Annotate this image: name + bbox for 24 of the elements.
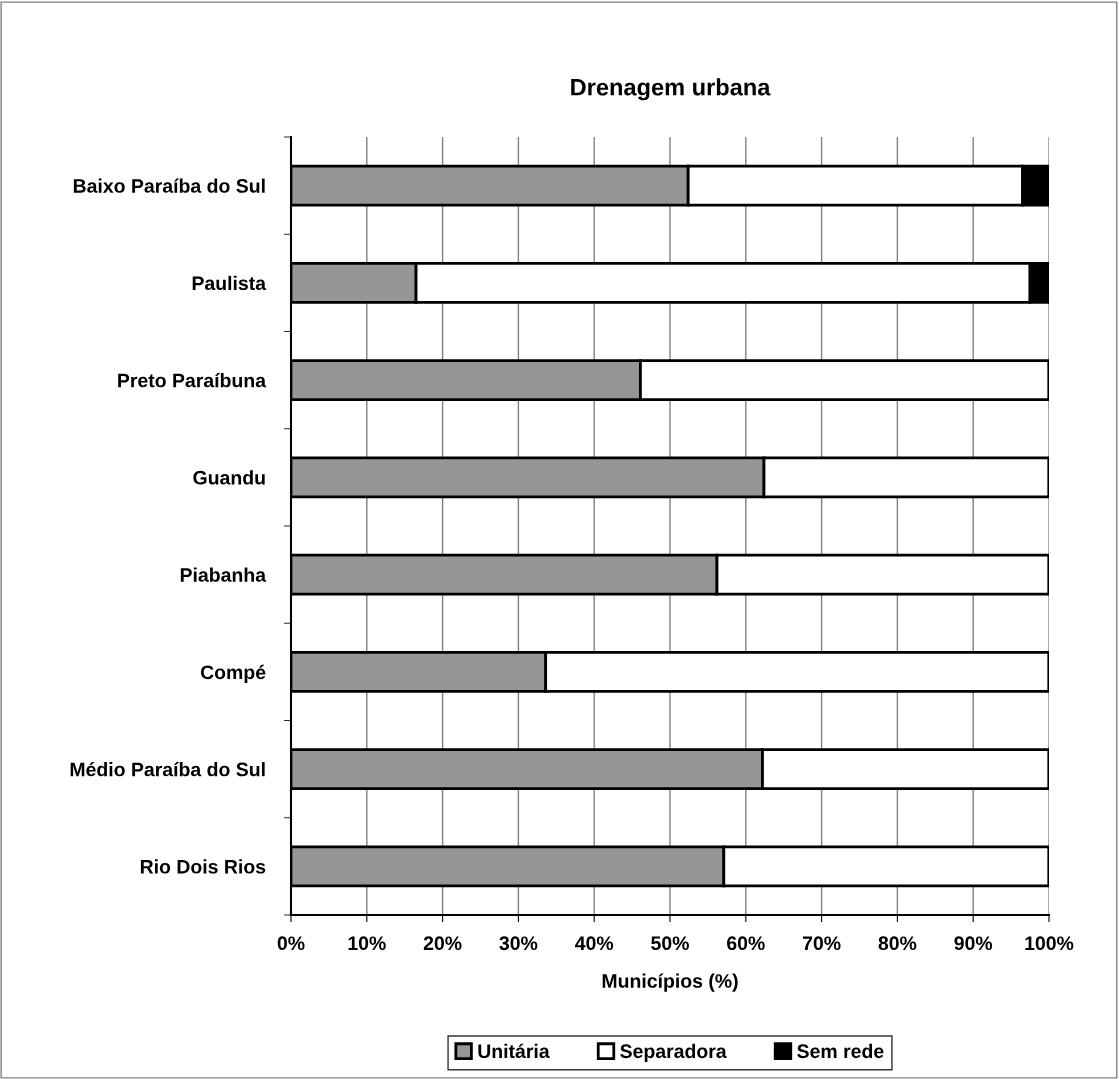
- x-tick-label: 0%: [277, 936, 305, 951]
- chart-title: Drenagem urbana: [571, 78, 771, 101]
- x-axis-title: Municípios (%): [602, 973, 738, 992]
- legend-label: Sem rede: [797, 1043, 884, 1059]
- x-tick-label: 20%: [423, 936, 462, 951]
- x-tick-label: 90%: [954, 936, 993, 951]
- y-tick-label: Médio Paraíba do Sul: [70, 761, 265, 777]
- y-tick-label: Paulista: [192, 275, 267, 291]
- x-tick-label: 50%: [651, 936, 689, 951]
- legend-label: Separadora: [620, 1043, 727, 1062]
- x-tick-label: 80%: [878, 936, 917, 951]
- y-tick-label: Preto Paraíbuna: [118, 372, 267, 388]
- y-tick-label: Piabanha: [180, 567, 267, 582]
- x-tick-label: 100%: [1025, 936, 1074, 951]
- y-tick-label: Rio Dois Rios: [140, 859, 266, 874]
- y-tick-label: Baixo Paraíba do Sul: [73, 178, 265, 193]
- x-tick-label: 40%: [575, 936, 614, 951]
- x-tick-label: 10%: [348, 936, 386, 951]
- legend-label: Unitária: [478, 1043, 550, 1059]
- x-tick-label: 30%: [499, 936, 538, 951]
- x-tick-label: 70%: [802, 936, 841, 951]
- x-tick-label: 60%: [727, 936, 765, 951]
- y-tick-label: Guandu: [193, 470, 265, 485]
- y-tick-label: Compé: [200, 664, 266, 684]
